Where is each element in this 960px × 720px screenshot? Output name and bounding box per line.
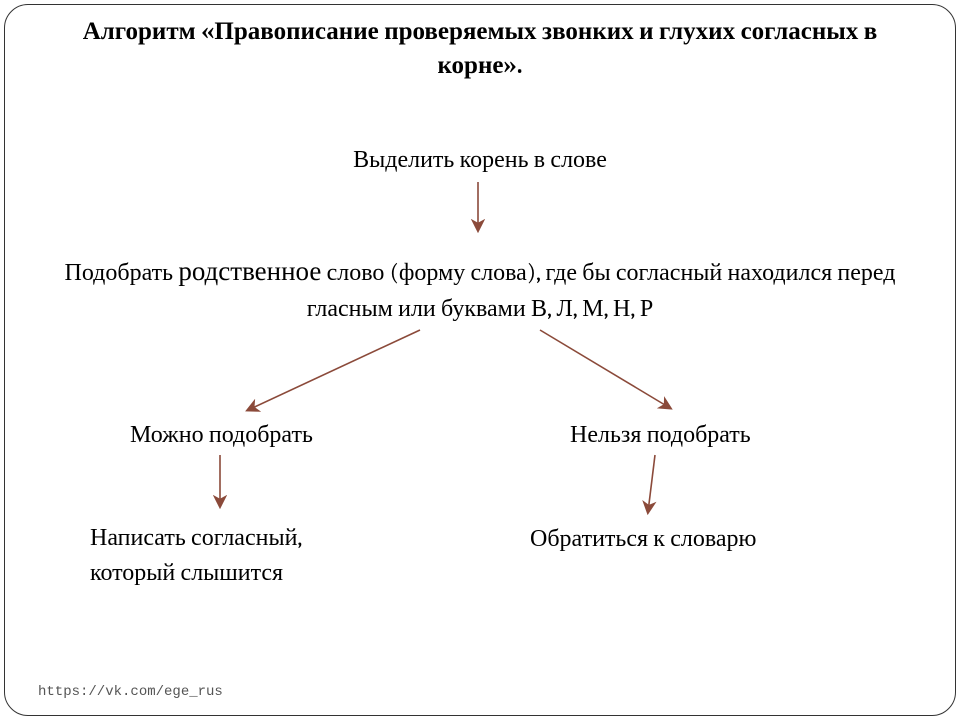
source-url: https://vk.com/ege_rus <box>38 684 223 700</box>
step2-emphasis: родственное <box>178 256 321 287</box>
step-related-word: Подобрать родственное слово (форму слова… <box>28 252 932 326</box>
branch-can-pick: Можно подобрать <box>130 420 313 449</box>
rounded-frame <box>4 4 956 716</box>
step2-prefix: Подобрать <box>65 258 179 286</box>
step2-suffix: слово (форму слова), где бы согласный на… <box>307 258 896 322</box>
diagram-title: Алгоритм «Правописание проверяемых звонк… <box>40 15 920 83</box>
step-root: Выделить корень в слове <box>0 145 960 174</box>
leaf-use-dictionary: Обратиться к словарю <box>530 524 756 553</box>
leaf-write-consonant: Написать согласный, который слышится <box>90 520 390 590</box>
branch-cannot-pick: Нельзя подобрать <box>570 420 751 449</box>
